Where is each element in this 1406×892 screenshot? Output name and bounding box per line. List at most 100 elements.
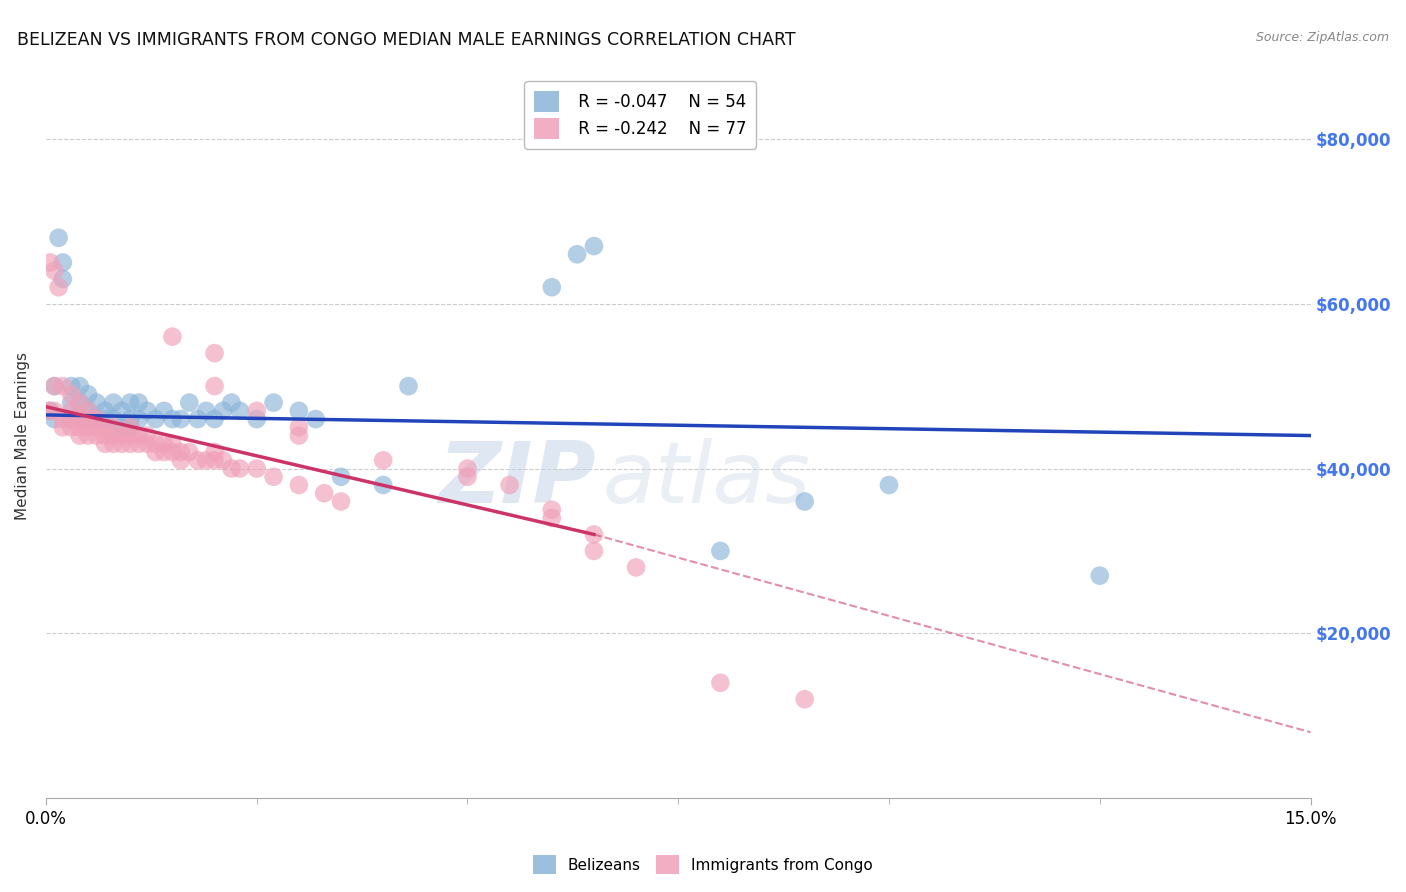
Point xyxy=(498,478,520,492)
Point xyxy=(456,469,478,483)
Point xyxy=(170,445,193,459)
Point xyxy=(330,469,353,483)
Point xyxy=(94,428,117,442)
Point xyxy=(170,412,193,426)
Point xyxy=(624,560,647,574)
Point xyxy=(77,404,100,418)
Point xyxy=(60,395,83,409)
Point xyxy=(86,420,108,434)
Point xyxy=(153,437,176,451)
Point xyxy=(263,469,285,483)
Point xyxy=(221,461,243,475)
Point xyxy=(128,428,150,442)
Point xyxy=(195,453,218,467)
Point xyxy=(86,412,108,426)
Point xyxy=(136,404,159,418)
Point xyxy=(136,428,159,442)
Point xyxy=(162,445,184,459)
Point xyxy=(204,412,226,426)
Point xyxy=(120,412,142,426)
Point xyxy=(48,280,70,294)
Point xyxy=(86,395,108,409)
Point xyxy=(69,428,91,442)
Point xyxy=(263,395,285,409)
Point xyxy=(709,544,731,558)
Point xyxy=(120,420,142,434)
Point xyxy=(77,412,100,426)
Point xyxy=(77,420,100,434)
Point xyxy=(204,453,226,467)
Point xyxy=(456,461,478,475)
Point xyxy=(204,346,226,360)
Point xyxy=(103,428,125,442)
Point xyxy=(162,329,184,343)
Point xyxy=(145,445,167,459)
Point xyxy=(582,239,605,253)
Point xyxy=(60,420,83,434)
Point xyxy=(221,395,243,409)
Text: Source: ZipAtlas.com: Source: ZipAtlas.com xyxy=(1256,31,1389,45)
Point xyxy=(52,255,75,269)
Point xyxy=(60,387,83,401)
Point xyxy=(69,395,91,409)
Point xyxy=(153,404,176,418)
Point xyxy=(195,404,218,418)
Point xyxy=(103,412,125,426)
Point xyxy=(52,412,75,426)
Point xyxy=(145,412,167,426)
Point xyxy=(44,412,66,426)
Point xyxy=(39,404,62,418)
Point xyxy=(77,412,100,426)
Point xyxy=(246,404,269,418)
Point xyxy=(103,437,125,451)
Point xyxy=(94,404,117,418)
Point xyxy=(44,404,66,418)
Point xyxy=(77,387,100,401)
Point xyxy=(373,478,395,492)
Point xyxy=(52,272,75,286)
Point xyxy=(565,247,588,261)
Point xyxy=(120,420,142,434)
Point xyxy=(44,379,66,393)
Point xyxy=(69,395,91,409)
Legend: Belizeans, Immigrants from Congo: Belizeans, Immigrants from Congo xyxy=(527,849,879,880)
Point xyxy=(179,395,201,409)
Point xyxy=(793,494,815,508)
Point xyxy=(246,461,269,475)
Point xyxy=(212,453,235,467)
Point xyxy=(44,264,66,278)
Point xyxy=(540,502,562,516)
Point xyxy=(128,395,150,409)
Point xyxy=(52,379,75,393)
Point xyxy=(288,404,311,418)
Point xyxy=(288,420,311,434)
Point xyxy=(187,453,209,467)
Point xyxy=(103,395,125,409)
Point xyxy=(77,404,100,418)
Point xyxy=(330,494,353,508)
Point xyxy=(709,675,731,690)
Point xyxy=(44,379,66,393)
Point xyxy=(111,420,134,434)
Point xyxy=(69,412,91,426)
Point xyxy=(204,445,226,459)
Point xyxy=(103,420,125,434)
Point xyxy=(398,379,420,393)
Point xyxy=(94,437,117,451)
Legend:  R = -0.047    N = 54,  R = -0.242    N = 77: R = -0.047 N = 54, R = -0.242 N = 77 xyxy=(524,81,756,149)
Point xyxy=(153,445,176,459)
Text: BELIZEAN VS IMMIGRANTS FROM CONGO MEDIAN MALE EARNINGS CORRELATION CHART: BELIZEAN VS IMMIGRANTS FROM CONGO MEDIAN… xyxy=(17,31,796,49)
Point xyxy=(204,379,226,393)
Point xyxy=(162,412,184,426)
Point xyxy=(187,412,209,426)
Point xyxy=(540,280,562,294)
Point xyxy=(120,428,142,442)
Point xyxy=(229,404,252,418)
Point xyxy=(145,437,167,451)
Point xyxy=(39,255,62,269)
Point xyxy=(60,412,83,426)
Point xyxy=(37,404,59,418)
Point xyxy=(128,412,150,426)
Point xyxy=(582,544,605,558)
Point xyxy=(94,420,117,434)
